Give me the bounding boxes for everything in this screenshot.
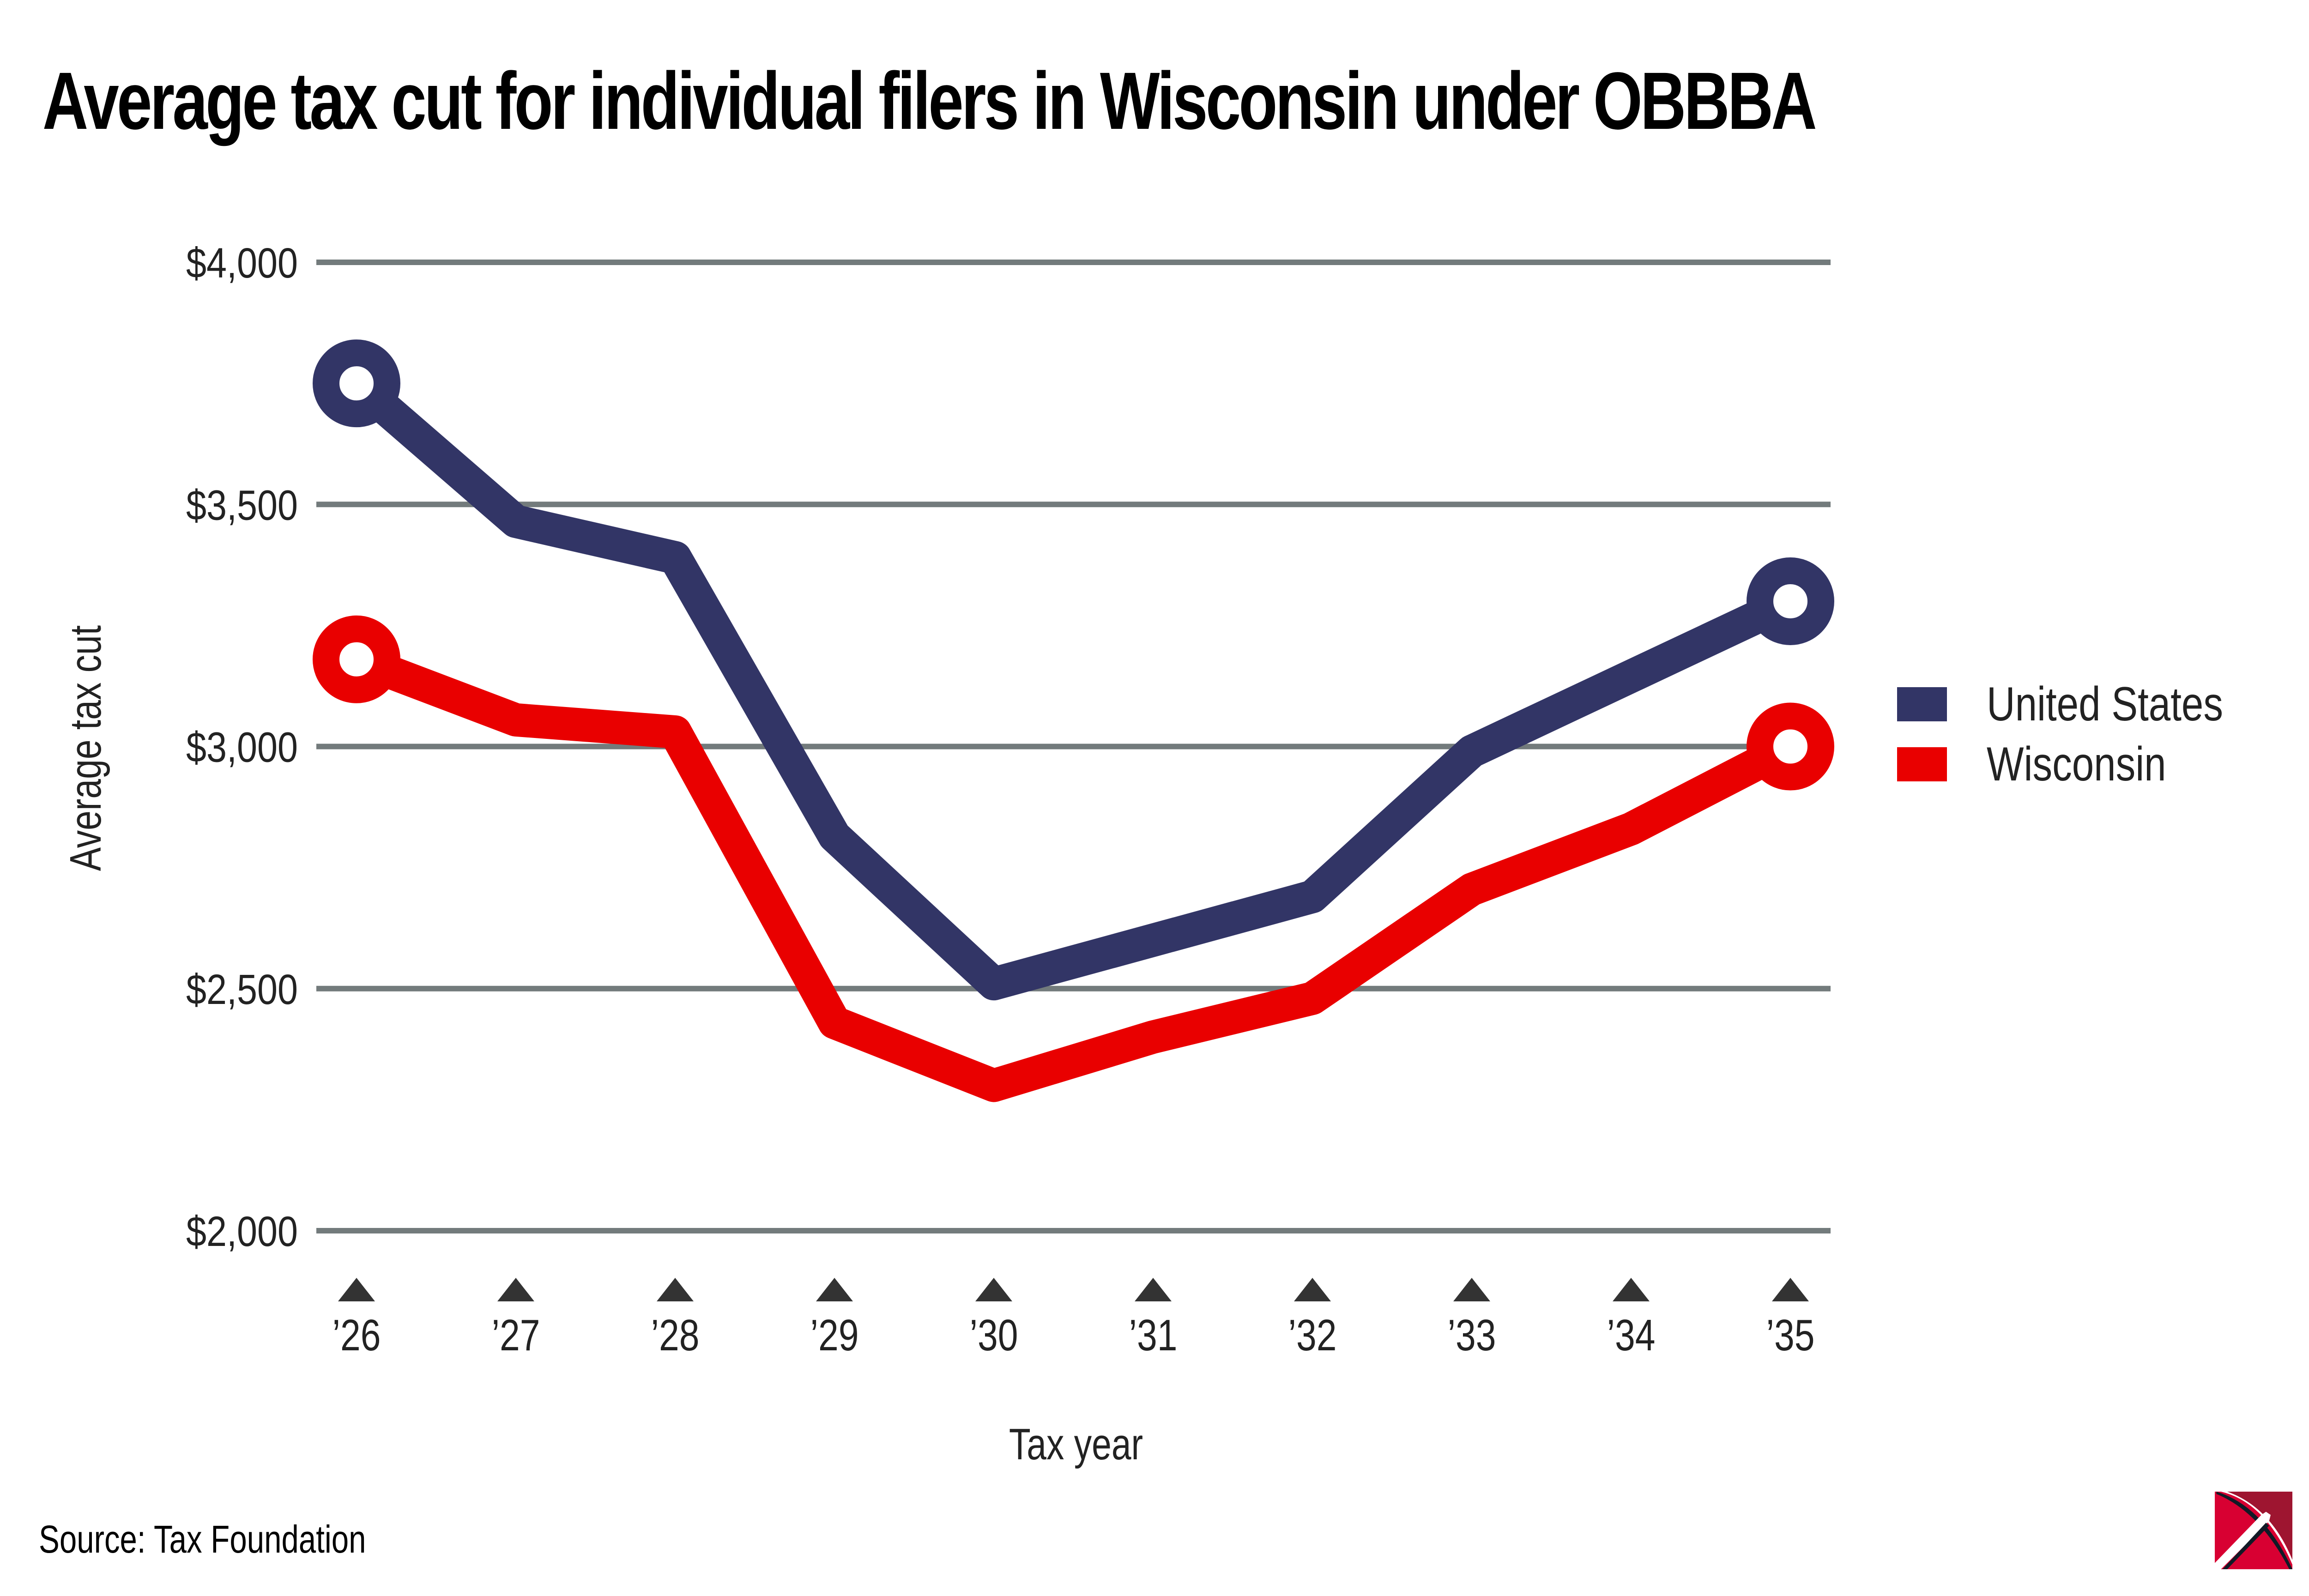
data-point-wisconsin xyxy=(515,719,516,720)
pickaxe-logo-icon xyxy=(2215,1492,2292,1569)
x-tick-marker-icon xyxy=(657,1278,694,1301)
x-tick-label: ’33 xyxy=(1447,1311,1496,1360)
x-tick-label: ’28 xyxy=(651,1311,699,1360)
data-point-united-states xyxy=(675,557,676,558)
x-tick-marker-icon xyxy=(497,1278,534,1301)
y-tick-label: $2,500 xyxy=(186,966,298,1013)
endpoint-marker-united-states xyxy=(1747,557,1834,645)
data-point-wisconsin xyxy=(993,1085,994,1086)
endpoint-marker-wisconsin xyxy=(1747,702,1834,791)
data-point-united-states xyxy=(1631,676,1632,677)
legend-label-wisconsin: Wisconsin xyxy=(1987,737,2166,791)
y-axis-label: Average tax cut xyxy=(61,625,110,871)
series-line-wisconsin xyxy=(340,642,1807,1102)
x-tick-marker-icon xyxy=(816,1278,853,1301)
x-tick-label: ’31 xyxy=(1129,1311,1177,1360)
data-point-united-states xyxy=(1471,751,1472,752)
data-point-united-states xyxy=(1312,896,1313,897)
x-tick-label: ’27 xyxy=(491,1311,540,1360)
legend-swatch-united-states xyxy=(1897,687,1947,721)
x-tick-label: ’26 xyxy=(332,1311,381,1360)
data-point-united-states xyxy=(515,521,516,522)
legend-swatch-wisconsin xyxy=(1897,747,1947,781)
x-tick-marker-icon xyxy=(338,1278,375,1301)
x-tick-marker-icon xyxy=(1772,1278,1809,1301)
legend-item-united-states: United States xyxy=(1897,674,2275,734)
x-axis-label: Tax year xyxy=(1009,1420,1143,1469)
chart-title: Average tax cut for individual filers in… xyxy=(42,56,1817,146)
data-point-united-states xyxy=(1153,940,1154,941)
data-point-wisconsin xyxy=(1312,998,1313,999)
x-tick-marker-icon xyxy=(1294,1278,1331,1301)
x-axis-ticks: ’26 ’27 ’28 ’29 ’30 ’31 ’32 ’33 ’34 ’35 xyxy=(332,1278,1815,1360)
y-tick-label: $3,000 xyxy=(186,724,298,771)
source-note: Source: Tax Foundation xyxy=(39,1517,366,1561)
data-point-wisconsin xyxy=(1153,1037,1154,1038)
data-point-wisconsin xyxy=(834,1022,835,1023)
y-tick-label: $3,500 xyxy=(186,482,298,529)
endpoint-marker-wisconsin xyxy=(313,615,400,703)
data-point-united-states xyxy=(834,835,835,836)
x-tick-label: ’34 xyxy=(1607,1311,1655,1360)
gridlines xyxy=(316,260,1831,1233)
x-tick-label: ’30 xyxy=(969,1311,1018,1360)
x-tick-marker-icon xyxy=(975,1278,1012,1301)
data-point-united-states xyxy=(993,983,994,984)
x-tick-marker-icon xyxy=(1135,1278,1172,1301)
y-tick-label: $4,000 xyxy=(186,239,298,287)
data-point-wisconsin xyxy=(1471,889,1472,890)
x-tick-label: ’35 xyxy=(1766,1311,1814,1360)
endpoint-marker-united-states xyxy=(313,339,400,428)
legend: United States Wisconsin xyxy=(1897,674,2275,794)
x-tick-marker-icon xyxy=(1613,1278,1650,1301)
series-line-united-states xyxy=(340,367,1807,1001)
x-tick-label: ’29 xyxy=(810,1311,858,1360)
data-point-wisconsin xyxy=(1631,828,1632,829)
x-tick-label: ’32 xyxy=(1288,1311,1336,1360)
legend-label-united-states: United States xyxy=(1987,677,2223,731)
y-tick-label: $2,000 xyxy=(186,1208,298,1255)
x-tick-marker-icon xyxy=(1453,1278,1490,1301)
legend-item-wisconsin: Wisconsin xyxy=(1897,734,2275,794)
y-axis-ticks: $2,000 $2,500 $3,000 $3,500 $4,000 xyxy=(186,239,298,1255)
series-lines xyxy=(313,339,1834,1102)
